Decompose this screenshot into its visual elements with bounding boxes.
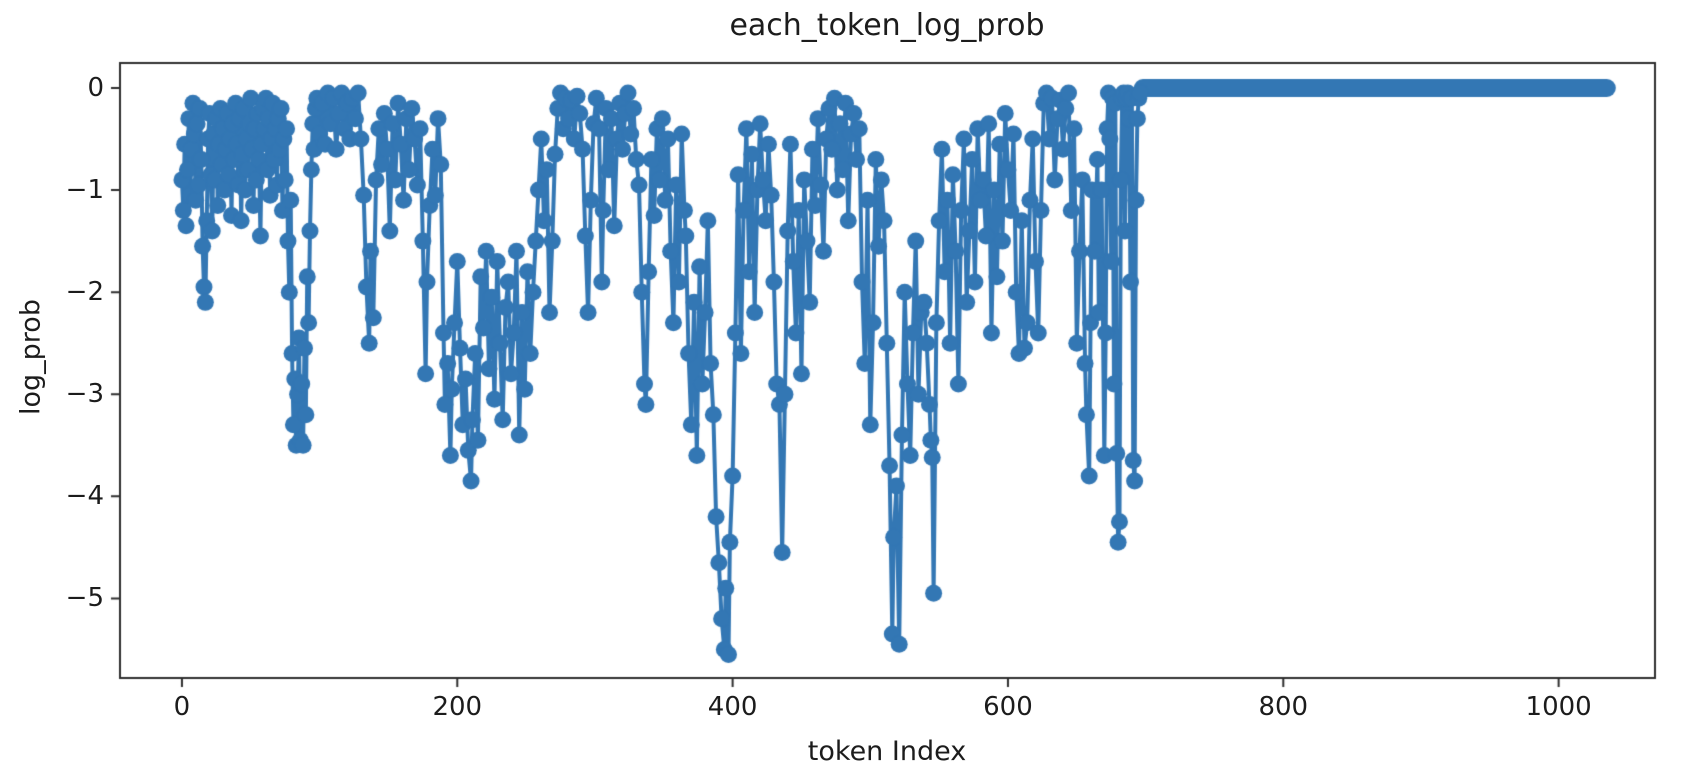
x-tick-label: 200 — [432, 692, 483, 722]
y-tick-label: −1 — [65, 175, 104, 206]
y-tick-label: −5 — [65, 583, 104, 614]
x-tick-label: 0 — [173, 692, 191, 722]
y-tick-label: 0 — [87, 73, 104, 103]
y-tick-label: −2 — [65, 277, 104, 308]
x-tick-label: 800 — [1258, 692, 1309, 722]
x-tick-label: 400 — [707, 692, 758, 722]
y-axis-label: log_prob — [15, 299, 47, 415]
y-tick-label: −4 — [65, 481, 104, 512]
chart-title: each_token_log_prob — [729, 8, 1045, 43]
x-tick-label: 600 — [983, 692, 1033, 722]
x-axis-label: token Index — [807, 736, 967, 767]
x-tick-label: 1000 — [1525, 692, 1592, 722]
y-tick-label: −3 — [65, 379, 104, 410]
